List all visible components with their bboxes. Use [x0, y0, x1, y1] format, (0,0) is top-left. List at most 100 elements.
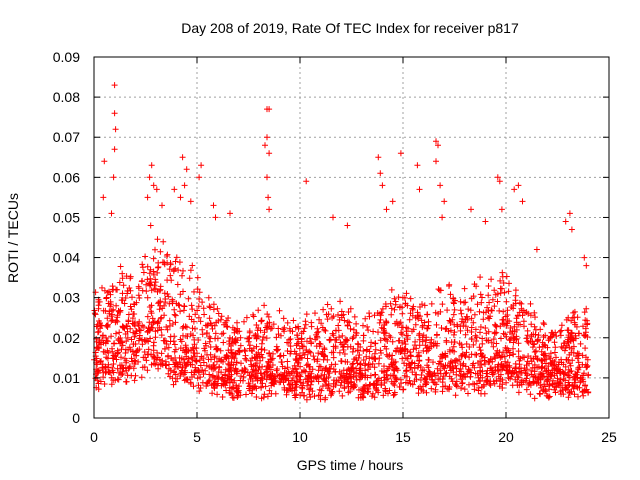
data-point	[199, 299, 206, 306]
y-axis-label: ROTI / TECUs	[5, 193, 21, 283]
data-point	[229, 324, 236, 331]
data-point	[477, 364, 483, 371]
data-point	[579, 352, 586, 359]
data-point	[225, 315, 232, 321]
data-point	[215, 369, 222, 375]
data-point	[492, 321, 498, 328]
data-point	[404, 348, 411, 354]
data-point	[117, 263, 124, 270]
data-point	[512, 287, 519, 294]
data-point	[146, 174, 153, 181]
data-point	[497, 285, 504, 292]
data-point	[193, 345, 200, 352]
data-point	[473, 351, 480, 358]
data-point	[371, 355, 378, 362]
data-point	[203, 362, 210, 369]
data-point	[532, 314, 538, 321]
data-point	[371, 350, 378, 357]
data-point	[92, 311, 99, 318]
data-point	[580, 332, 587, 338]
data-point	[100, 369, 107, 376]
data-point	[534, 364, 541, 371]
data-point	[341, 385, 348, 392]
data-point	[415, 385, 422, 392]
data-point	[261, 371, 268, 378]
data-point	[111, 82, 118, 89]
data-point	[135, 337, 142, 344]
data-point	[167, 272, 174, 279]
data-point	[165, 352, 172, 359]
data-point	[428, 373, 435, 380]
data-point	[380, 392, 387, 399]
data-point	[510, 345, 516, 352]
data-point	[367, 381, 374, 388]
data-point	[168, 277, 175, 284]
data-point	[207, 335, 214, 342]
data-point	[378, 324, 385, 331]
data-point	[415, 312, 422, 319]
data-point	[563, 342, 570, 349]
data-point	[531, 309, 538, 316]
data-point	[147, 266, 154, 273]
data-point	[143, 357, 150, 364]
data-point	[323, 378, 330, 384]
data-point	[534, 356, 541, 363]
data-point	[466, 344, 473, 350]
data-point	[545, 337, 552, 344]
data-point	[294, 359, 301, 366]
data-point	[241, 318, 247, 325]
data-point	[171, 368, 178, 375]
data-point	[316, 386, 323, 393]
data-point	[123, 378, 130, 385]
data-point	[108, 210, 115, 217]
data-point	[209, 325, 216, 332]
data-point	[147, 275, 154, 282]
data-point	[138, 278, 145, 285]
data-point	[401, 338, 408, 344]
x-axis-label: GPS time / hours	[297, 457, 404, 473]
data-point	[454, 323, 461, 330]
data-point	[110, 355, 117, 361]
data-point	[295, 340, 302, 347]
data-point	[443, 369, 450, 376]
data-point	[502, 358, 509, 365]
data-point	[298, 335, 305, 342]
data-point	[345, 309, 352, 315]
data-point	[545, 394, 552, 401]
data-point	[525, 310, 532, 317]
data-point	[189, 374, 195, 380]
data-point	[406, 316, 413, 323]
data-point	[389, 364, 396, 370]
data-point	[488, 339, 495, 346]
data-point	[248, 390, 255, 397]
data-point	[210, 301, 217, 308]
data-point	[558, 322, 565, 329]
data-point	[233, 359, 240, 366]
data-point	[152, 328, 159, 335]
data-point	[470, 319, 477, 326]
data-point	[246, 387, 253, 394]
data-point	[513, 315, 520, 322]
data-point	[377, 347, 384, 354]
data-point	[163, 341, 170, 347]
data-point	[545, 367, 552, 374]
data-point	[151, 356, 158, 362]
data-point	[152, 334, 159, 341]
data-point	[227, 210, 233, 217]
data-point	[531, 368, 538, 375]
data-point	[206, 315, 213, 322]
data-point	[514, 373, 521, 380]
data-point	[583, 305, 590, 312]
data-point	[519, 354, 526, 361]
data-point	[162, 362, 169, 369]
data-point	[267, 362, 274, 368]
data-point	[474, 301, 481, 308]
data-point	[422, 336, 429, 343]
data-point	[376, 355, 383, 362]
data-point	[195, 303, 202, 310]
data-point	[211, 364, 218, 371]
data-point	[278, 332, 284, 339]
data-point	[581, 309, 588, 316]
data-point	[285, 339, 292, 346]
x-tick-label: 5	[193, 429, 201, 445]
